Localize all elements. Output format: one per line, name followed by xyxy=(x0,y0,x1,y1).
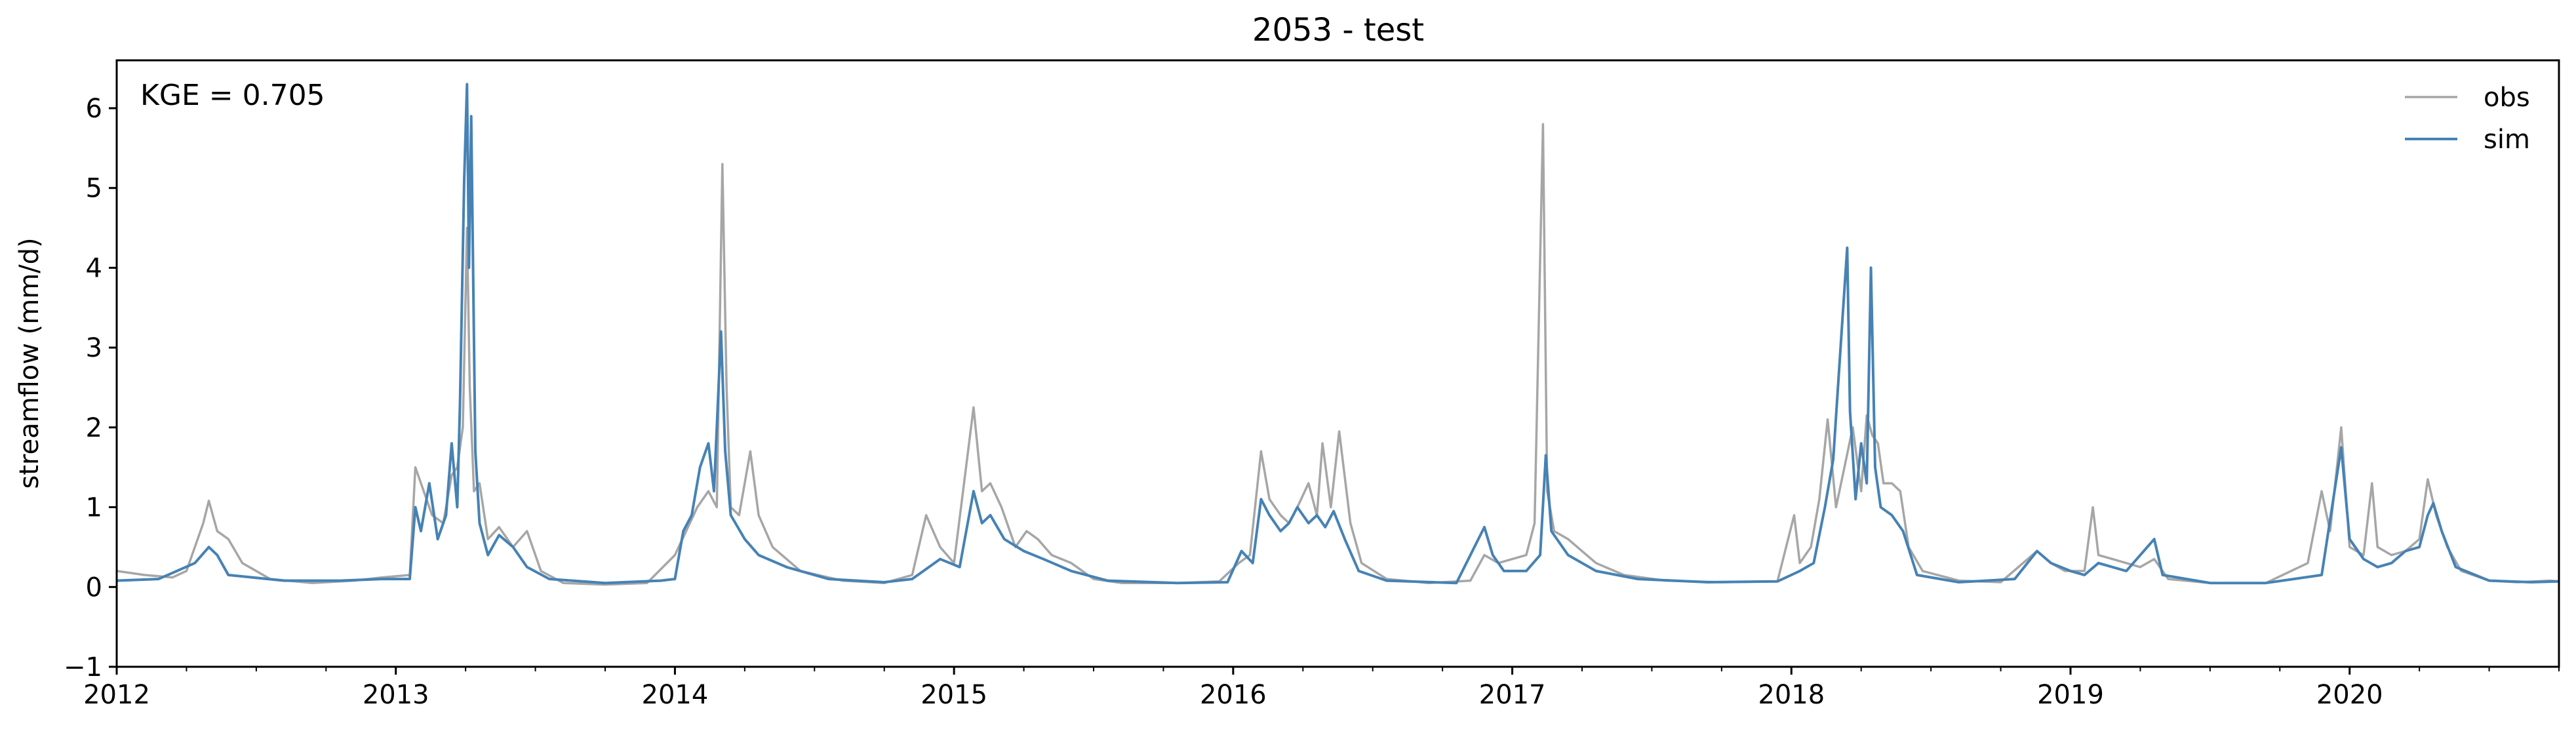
y-tick-label: 4 xyxy=(86,253,102,283)
series-line-sim xyxy=(117,83,2559,585)
plot-frame xyxy=(115,59,2560,668)
y-tick-label: 1 xyxy=(86,493,102,523)
y-tick-label: 6 xyxy=(86,94,102,124)
x-tick-label: 2020 xyxy=(2316,680,2383,710)
y-axis-label: streamflow (mm/d) xyxy=(14,237,45,488)
x-tick-label: 2017 xyxy=(1479,680,1546,710)
legend: obs sim xyxy=(2405,83,2530,155)
chart-title: 2053 - test xyxy=(1252,12,1424,49)
x-tick-label: 2012 xyxy=(83,680,150,710)
x-tick-label: 2015 xyxy=(921,680,987,710)
x-tick-label: 2016 xyxy=(1200,680,1267,710)
y-tick-label: 2 xyxy=(86,413,102,443)
kge-annotation: KGE = 0.705 xyxy=(140,79,325,112)
x-tick-label: 2019 xyxy=(2037,680,2104,710)
series-line-obs xyxy=(117,123,2559,586)
y-tick-label: 5 xyxy=(86,174,102,204)
x-tick-label: 2013 xyxy=(363,680,429,710)
x-tick-label: 2018 xyxy=(1758,680,1825,710)
y-tick-label: 0 xyxy=(86,572,102,603)
legend-label-sim: sim xyxy=(2484,125,2530,155)
legend-label-obs: obs xyxy=(2484,83,2530,113)
x-tick-label: 2014 xyxy=(642,680,709,710)
y-tick-label: 3 xyxy=(86,333,102,363)
y-tick-label: −1 xyxy=(64,652,102,683)
